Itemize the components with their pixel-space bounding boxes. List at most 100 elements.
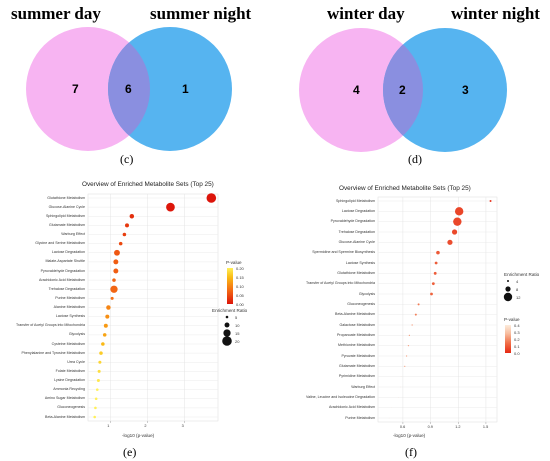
panel-label-d: (d) [408,152,422,166]
venn-panel-c: summer day summer night 7 6 1 (c) [0,0,275,166]
category-label: Glutamate Metabolism [49,222,85,227]
category-label: Phenylalanine and Tyrosine Metabolism [21,350,85,355]
size-legend-title: Enrichment Ratio [212,308,248,313]
data-point [94,397,98,401]
category-label: Ammonia Recycling [53,387,85,392]
x-tick-label: 3 [181,424,184,428]
dot-plot-e [87,193,233,423]
category-label: Amino Sugar Metabolism [44,396,85,401]
dot-chart-f: Overview of Enriched Metabolite Sets (To… [275,175,550,461]
size-legend-label: 15 [235,330,240,336]
venn-count-both: 6 [125,82,132,96]
category-label: Arachidonic Acid Metabolism [39,277,85,282]
size-legend-dot [505,286,511,292]
data-point [166,202,175,212]
venn-panel-d: winter day winter night 4 2 3 (d) [275,0,550,166]
category-label: Lactose Degradation [51,250,85,255]
venn-count-left-only: 4 [353,83,360,97]
data-point [451,229,458,235]
category-label: Warburg Effect [351,384,375,389]
venn-label-left: summer day [11,4,101,23]
color-legend-tick: 0.2 [514,336,520,342]
data-point [97,369,101,373]
venn-diagram-c [26,27,232,151]
color-legend-tick: 0.00 [236,301,244,307]
data-point [430,292,433,296]
panel-label-f: (f) [405,445,417,459]
data-point [414,313,417,316]
data-point [125,223,129,228]
category-label: Alanine Metabolism [53,305,85,310]
size-legend-dot [223,329,231,337]
data-point [101,342,105,346]
category-label: Pyrimidine Metabolism [338,374,375,379]
color-legend-tick: 0.4 [514,322,520,328]
venn-diagram-d [299,28,507,152]
color-legend-tick: 0.20 [236,265,244,271]
data-point [453,217,462,226]
venn-overlap [108,27,150,151]
category-label: Glutathione Metabolism [337,270,375,275]
color-bar [505,325,511,353]
category-label: Lactose Synthesis [55,314,85,319]
category-label: Transfer of Acetyl Groups into Mitochond… [306,281,375,286]
data-point [93,415,96,419]
data-point [110,285,118,293]
data-point [99,351,103,355]
category-label: Warburg Effect [61,232,85,237]
data-point [407,345,410,347]
size-legend-label: 10 [235,322,240,328]
x-tick-label: 1 [107,424,110,428]
data-point [110,296,114,300]
category-label: Lysine Degradation [54,378,85,383]
color-legend-tick: 0.1 [514,343,520,349]
data-point [436,250,440,255]
size-legend-label: 4 [516,278,519,284]
data-point [113,268,119,274]
size-legend-label: 12 [516,294,521,300]
data-point [405,355,408,357]
category-label: Pyruvaldehyde Degradation [40,268,85,273]
category-label: Spermidine and Spermine Biosynthesis [312,250,375,255]
data-point [489,200,492,202]
data-point [118,241,123,246]
chart-title: Overview of Enriched Metabolite Sets (To… [82,181,214,188]
data-point [102,333,107,337]
category-label: Valine, Leucine and Isoleucine Degradati… [305,394,375,399]
size-legend-dot [225,315,229,319]
data-point [417,303,420,306]
category-label: Gluconeogenesis [57,405,85,410]
panel-label-c: (c) [120,152,134,166]
chart-title: Overview of Enriched Metabolite Sets (To… [339,185,471,192]
x-tick-label: 1.2 [455,425,461,429]
size-legend-dot [224,322,230,328]
category-label: Glutamate Metabolism [339,363,375,368]
data-point [94,406,97,410]
data-point [447,239,453,245]
category-label: Sphingolipid Metabolism [46,213,85,218]
category-label: Malate-Aspartate Shuttle [45,259,85,264]
category-label: Purine Metabolism [345,415,375,420]
venn-label-right: summer night [150,4,252,23]
color-legend-title: P-value [504,317,520,322]
category-label: Pyruvate Metabolism [341,353,375,358]
color-legend-title: P-value [226,260,242,265]
dot-plot-f [377,196,513,424]
category-label: Transfer of Acetyl Groups into Mitochond… [16,323,85,328]
data-point [105,314,110,319]
size-legend-dot [222,336,232,346]
category-label: Lactose Degradation [341,208,375,213]
category-label: Beta-Alanine Metabolism [335,312,375,317]
category-label: Glucose-Alanine Cycle [48,204,85,209]
data-point [113,259,119,265]
data-point [408,334,410,336]
color-bar [227,268,233,304]
category-label: Beta-Alanine Metabolism [45,414,85,419]
venn-count-right-only: 1 [182,82,189,96]
size-legend-label: 5 [235,314,238,320]
plot-area [377,196,498,423]
category-label: Arachidonic Acid Metabolism [329,405,375,410]
category-label: Glucose-Alanine Cycle [338,239,375,244]
color-legend-tick: 0.05 [236,292,244,298]
x-axis-label: -log10 (p-value) [122,433,155,438]
